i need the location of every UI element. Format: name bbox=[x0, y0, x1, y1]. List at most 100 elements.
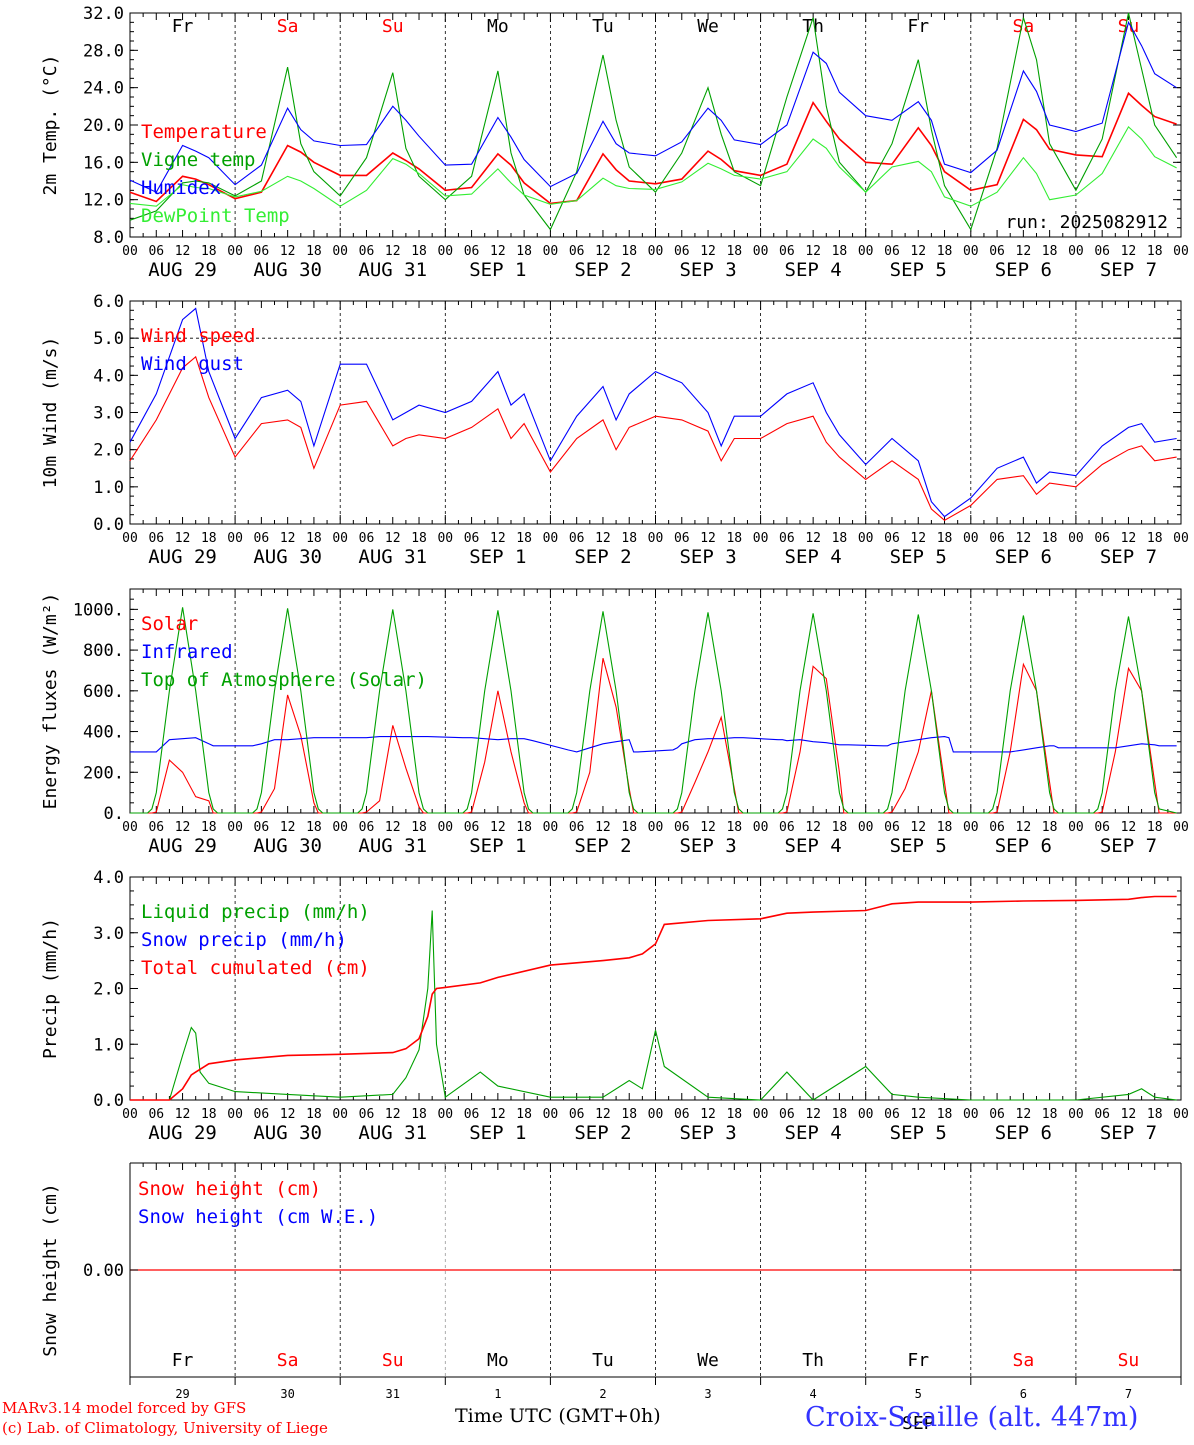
weekday-label: Fr bbox=[172, 16, 194, 37]
hour-tick-label: 12 bbox=[700, 531, 716, 546]
legend-label: Humidex bbox=[141, 177, 221, 199]
weekday-label: Tu bbox=[592, 16, 614, 37]
hour-tick-label: 00 bbox=[963, 531, 979, 546]
day-label: SEP 1 bbox=[469, 1122, 526, 1144]
day-label: SEP 5 bbox=[890, 835, 947, 857]
hour-tick-label: 00 bbox=[122, 1107, 138, 1122]
hour-tick-label: 18 bbox=[832, 244, 848, 259]
hour-tick-label: 12 bbox=[910, 1107, 926, 1122]
ytick-label: 6.0 bbox=[93, 292, 124, 312]
hour-tick-label: 06 bbox=[1094, 244, 1110, 259]
hour-tick-label: 00 bbox=[753, 244, 769, 259]
hour-tick-label: 18 bbox=[201, 531, 217, 546]
station-title: Croix-Scaille (alt. 447m) bbox=[805, 1402, 1139, 1433]
hour-tick-label: 12 bbox=[1121, 244, 1137, 259]
ytick-label: 1.0 bbox=[93, 478, 124, 498]
day-number-label: 5 bbox=[915, 1387, 922, 1401]
hour-tick-label: 00 bbox=[332, 820, 348, 835]
hour-tick-label: 12 bbox=[595, 531, 611, 546]
hour-tick-label: 00 bbox=[1068, 531, 1084, 546]
hour-tick-label: 06 bbox=[148, 244, 164, 259]
hour-tick-label: 12 bbox=[385, 531, 401, 546]
ytick-label: 200. bbox=[83, 763, 124, 783]
hour-tick-label: 18 bbox=[201, 1107, 217, 1122]
hour-tick-label: 00 bbox=[122, 244, 138, 259]
series-line bbox=[129, 126, 1177, 207]
weekday-label: Th bbox=[802, 16, 824, 37]
day-label: SEP 7 bbox=[1100, 546, 1157, 568]
hour-tick-label: 00 bbox=[1173, 531, 1189, 546]
hour-tick-label: 18 bbox=[1147, 820, 1163, 835]
hour-tick-label: 18 bbox=[411, 1107, 427, 1122]
hour-tick-label: 18 bbox=[306, 820, 322, 835]
hour-tick-label: 18 bbox=[832, 531, 848, 546]
hour-tick-label: 18 bbox=[516, 531, 532, 546]
hour-tick-label: 06 bbox=[884, 820, 900, 835]
hour-tick-label: 18 bbox=[726, 244, 742, 259]
series-line bbox=[129, 355, 1177, 521]
ytick-label: 400. bbox=[83, 723, 124, 743]
hour-tick-label: 00 bbox=[1068, 1107, 1084, 1122]
hour-tick-label: 06 bbox=[674, 244, 690, 259]
day-number-label: 29 bbox=[175, 1387, 189, 1401]
day-number-label: 4 bbox=[810, 1387, 817, 1401]
series-line bbox=[129, 307, 1177, 518]
hour-tick-label: 18 bbox=[1042, 244, 1058, 259]
weekday-label: Fr bbox=[172, 1350, 194, 1371]
hour-tick-label: 12 bbox=[280, 244, 296, 259]
ytick-label: 0.00 bbox=[83, 1261, 124, 1281]
ytick-label: 600. bbox=[83, 682, 124, 702]
weekday-label: We bbox=[697, 1350, 719, 1371]
hour-tick-label: 00 bbox=[543, 820, 559, 835]
day-label: AUG 29 bbox=[148, 835, 217, 857]
day-number-label: 30 bbox=[280, 1387, 294, 1401]
hour-tick-label: 00 bbox=[963, 1107, 979, 1122]
hour-tick-label: 06 bbox=[359, 244, 375, 259]
weekday-label: Mo bbox=[487, 1350, 509, 1371]
hour-tick-label: 12 bbox=[490, 820, 506, 835]
y-axis-label: 2m Temp. (°C) bbox=[40, 55, 61, 196]
day-label: SEP 3 bbox=[679, 546, 736, 568]
ytick-label: 32.0 bbox=[83, 4, 124, 24]
hour-tick-label: 00 bbox=[858, 244, 874, 259]
hour-tick-label: 00 bbox=[437, 1107, 453, 1122]
hour-tick-label: 12 bbox=[280, 1107, 296, 1122]
day-label: AUG 30 bbox=[253, 546, 322, 568]
hour-tick-label: 06 bbox=[779, 531, 795, 546]
hour-tick-label: 00 bbox=[437, 244, 453, 259]
ytick-label: 8.0 bbox=[93, 228, 124, 248]
weekday-label: Sa bbox=[1013, 16, 1035, 37]
legend-label: Wind speed bbox=[141, 325, 255, 347]
ytick-label: 5.0 bbox=[93, 329, 124, 349]
hour-tick-label: 18 bbox=[937, 1107, 953, 1122]
hour-tick-label: 18 bbox=[832, 820, 848, 835]
weekday-label: Fr bbox=[907, 16, 929, 37]
hour-tick-label: 00 bbox=[227, 820, 243, 835]
weekday-label: Sa bbox=[1013, 1350, 1035, 1371]
hour-tick-label: 12 bbox=[1016, 531, 1032, 546]
hour-tick-label: 00 bbox=[648, 244, 664, 259]
day-label: SEP 2 bbox=[574, 835, 631, 857]
y-axis-label: Energy fluxes (W/m²) bbox=[40, 593, 61, 810]
hour-tick-label: 18 bbox=[1147, 1107, 1163, 1122]
hour-tick-label: 00 bbox=[1068, 820, 1084, 835]
day-label: SEP 5 bbox=[890, 259, 947, 281]
series-line bbox=[130, 736, 1177, 753]
hour-tick-label: 12 bbox=[490, 244, 506, 259]
run-label: run: 2025082912 bbox=[1005, 212, 1168, 233]
hour-tick-label: 12 bbox=[175, 531, 191, 546]
hour-tick-label: 12 bbox=[1016, 820, 1032, 835]
series-line bbox=[130, 910, 1177, 1101]
hour-tick-label: 18 bbox=[1042, 531, 1058, 546]
day-label: SEP 5 bbox=[890, 546, 947, 568]
legend-label: Infrared bbox=[141, 641, 233, 663]
hour-tick-label: 06 bbox=[148, 1107, 164, 1122]
legend-label: Solar bbox=[141, 613, 198, 635]
day-label: AUG 29 bbox=[148, 259, 217, 281]
hour-tick-label: 00 bbox=[648, 820, 664, 835]
day-label: SEP 6 bbox=[995, 546, 1052, 568]
hour-tick-label: 00 bbox=[332, 244, 348, 259]
hour-tick-label: 06 bbox=[254, 1107, 270, 1122]
ytick-label: 16.0 bbox=[83, 153, 124, 173]
